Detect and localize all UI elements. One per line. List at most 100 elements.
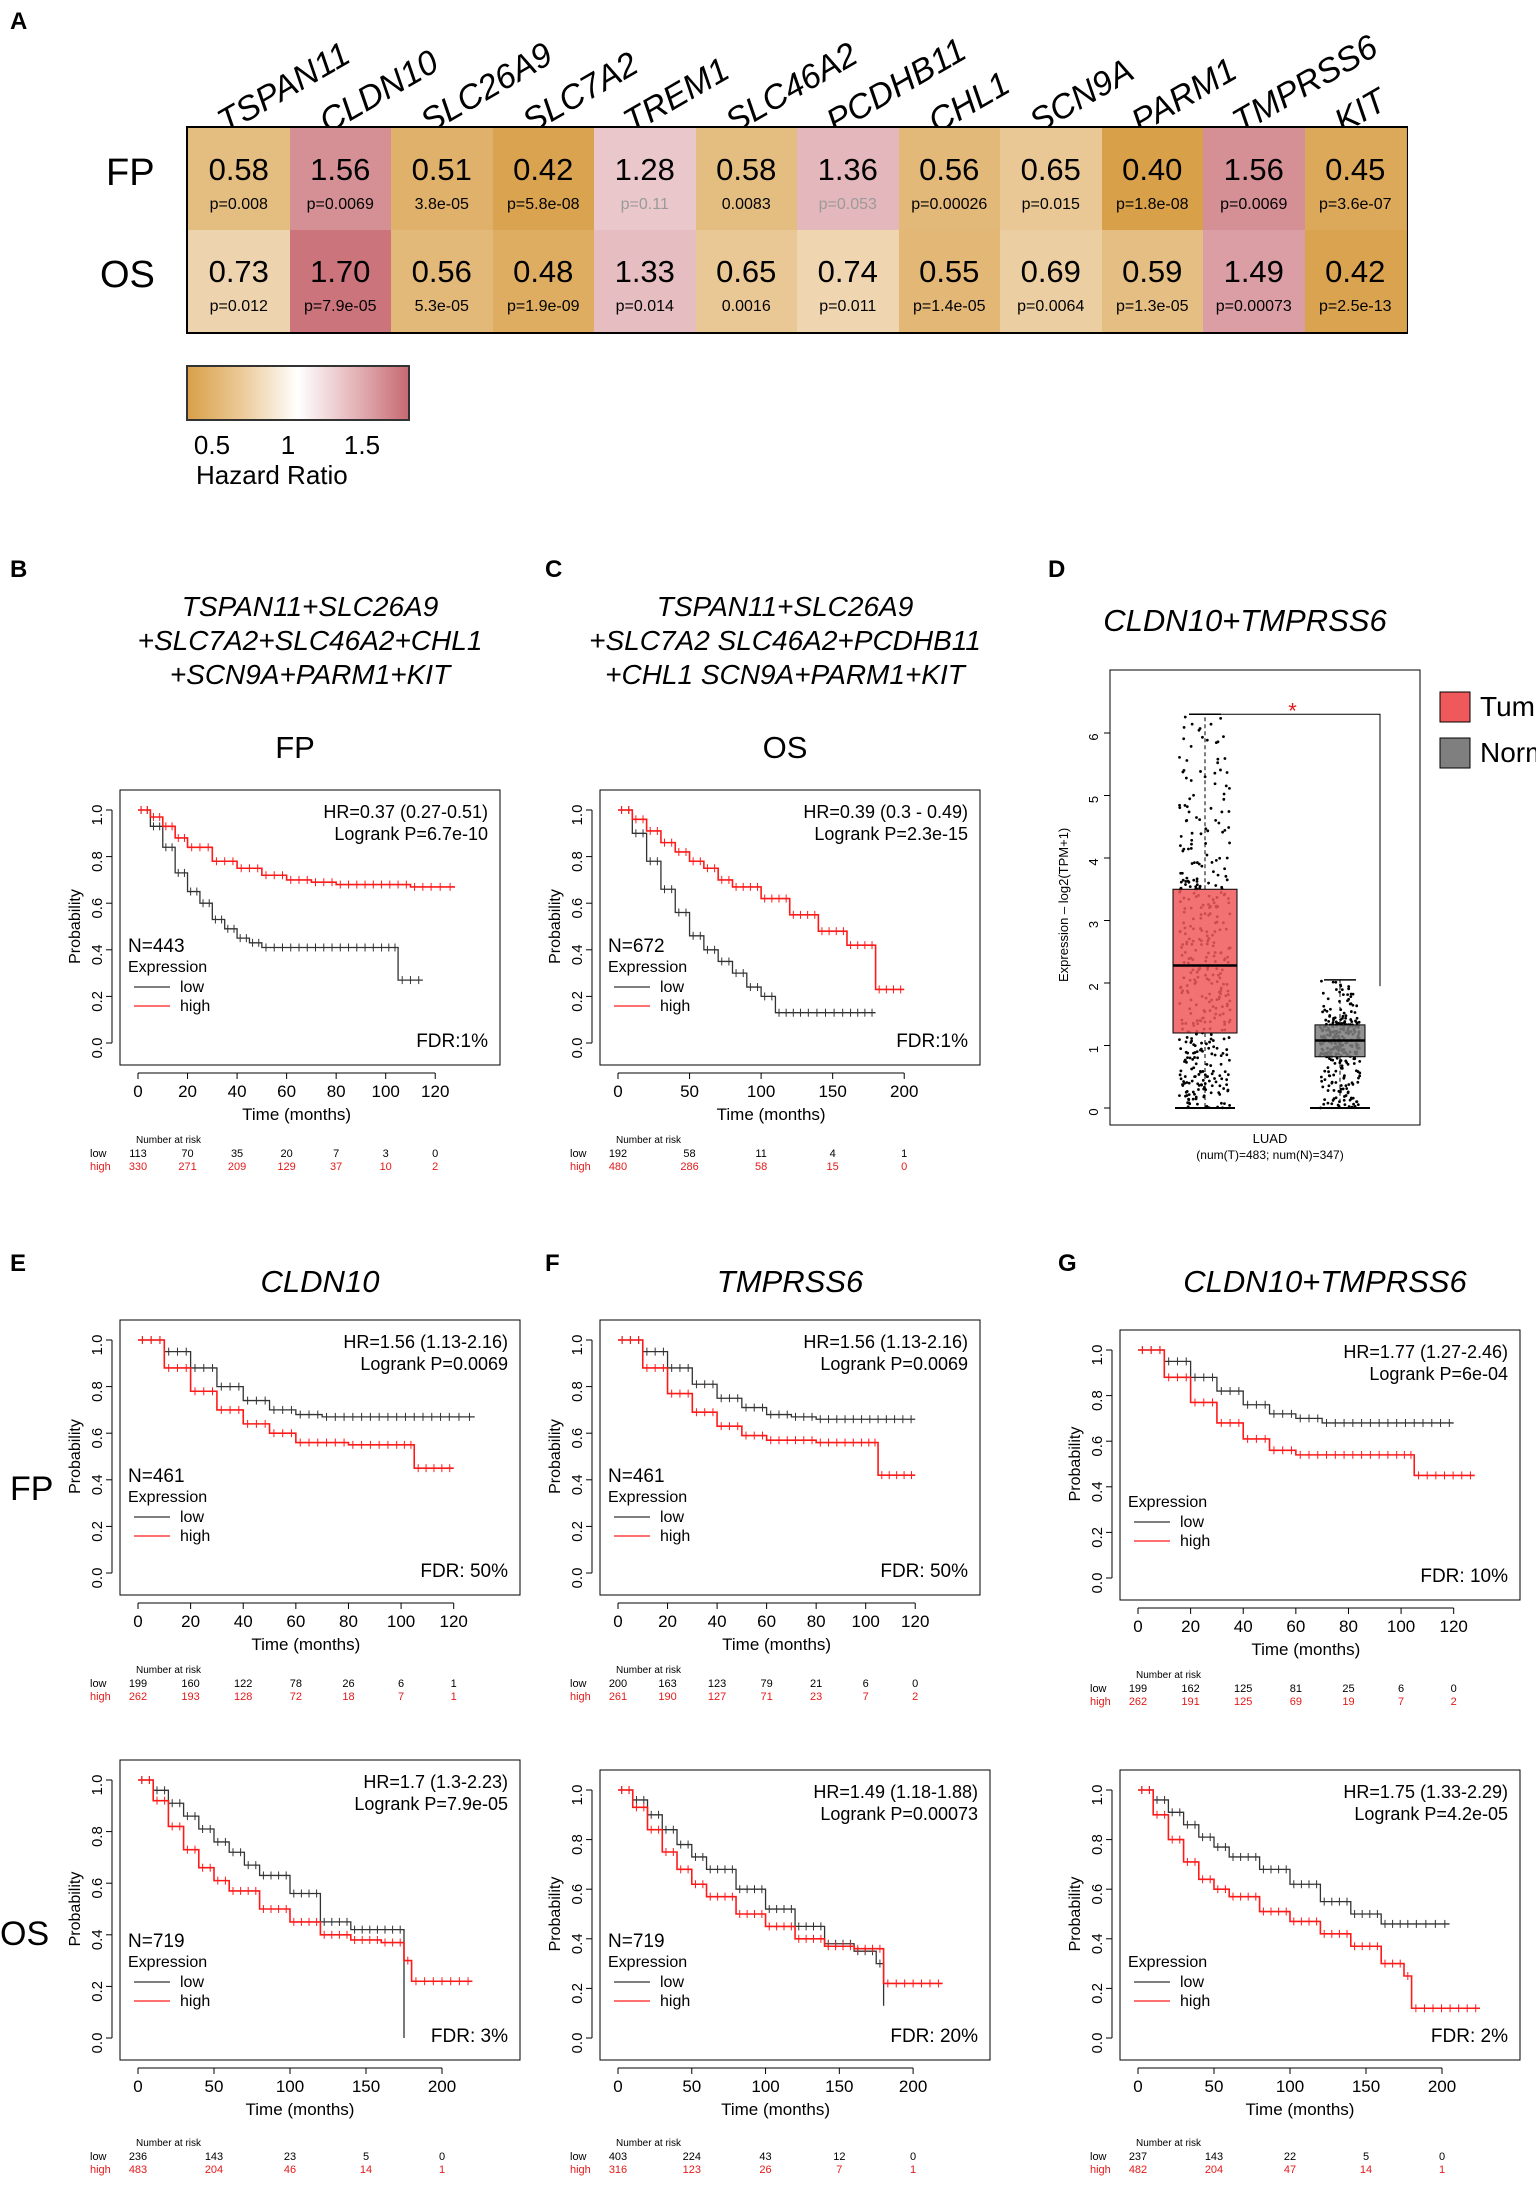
risk-high-value: 23 <box>810 1691 822 1703</box>
legend-label-low: low <box>660 1509 684 1526</box>
jitter-point <box>1342 1076 1346 1080</box>
y-tick-label: 0.4 <box>569 944 586 965</box>
jitter-point <box>1181 849 1185 853</box>
jitter-point <box>1349 995 1353 999</box>
n-text: N=719 <box>608 1931 665 1952</box>
panel-f-title: TMPRSS6 <box>716 1264 864 1299</box>
risk-high-value: 316 <box>609 2164 627 2176</box>
jitter-point <box>1201 1049 1204 1053</box>
jitter-point <box>1332 1073 1336 1077</box>
jitter-point <box>1220 1077 1224 1081</box>
jitter-point <box>1349 1010 1353 1013</box>
y-tick-label: 0.4 <box>1089 1481 1106 1502</box>
x-tick-label: 50 <box>1205 2077 1224 2096</box>
jitter-point <box>1192 793 1195 797</box>
jitter-point <box>1347 985 1351 988</box>
jitter-point <box>1178 806 1182 810</box>
jitter-point <box>1225 1078 1229 1082</box>
jitter-point <box>1209 1037 1213 1041</box>
legend-label-high: high <box>1180 1993 1210 2010</box>
legend-title: Expression <box>608 1489 687 1506</box>
risk-low-value: 79 <box>760 1678 772 1690</box>
jitter-point <box>1340 1022 1344 1025</box>
heatmap-hr-value: 0.56 <box>919 152 980 187</box>
risk-low-value: 0 <box>910 2151 916 2163</box>
y-tick-label: 0.8 <box>1089 1390 1106 1411</box>
jitter-point <box>1208 1040 1211 1044</box>
jitter-point <box>1192 1051 1195 1055</box>
heatmap-p-value: p=0.0069 <box>1220 196 1288 213</box>
hazard-ratio-heatmap: TSPAN11 CLDN10 SLC26A9 SLC7A2 TREM1 SLC46A2 PC… <box>0 0 1536 490</box>
y-axis-label: Expression – log2(TPM+1) <box>1056 828 1071 982</box>
logrank-text: Logrank P=0.0069 <box>820 1354 968 1374</box>
risk-row-label-low: low <box>570 2151 587 2163</box>
jitter-point <box>1342 1011 1346 1015</box>
panel-e-title: CLDN10 <box>260 1264 380 1299</box>
heatmap-p-value: p=0.053 <box>818 196 877 213</box>
x-tick-label: 60 <box>757 1612 776 1631</box>
jitter-point <box>1196 1056 1199 1060</box>
heatmap-p-value: 0.0016 <box>721 298 771 315</box>
legend-label-high: high <box>180 998 210 1015</box>
panel-letter-f: F <box>545 1250 560 1277</box>
jitter-point <box>1187 1093 1191 1097</box>
jitter-point <box>1189 744 1193 748</box>
risk-high-value: 193 <box>181 1691 199 1703</box>
km-plot-g-fp: 0.0 0.2 0.4 0.6 0.8 1.0 Probability 0 20 40 60 80 10… <box>1040 1305 1536 1708</box>
jitter-point <box>1344 1016 1348 1020</box>
jitter-point <box>1334 980 1338 984</box>
risk-row-label-low: low <box>90 1148 107 1160</box>
jitter-point <box>1190 862 1194 865</box>
legend-label-high: high <box>660 1528 690 1545</box>
jitter-point <box>1182 737 1186 741</box>
plot-frame <box>599 789 981 1066</box>
jitter-point <box>1355 1016 1359 1020</box>
jitter-point <box>1341 1016 1344 1020</box>
heatmap-p-value: 3.8e-05 <box>414 196 469 213</box>
risk-low-value: 26 <box>342 1678 354 1690</box>
heatmap-hr-value: 0.65 <box>1020 152 1081 187</box>
risk-low-value: 12 <box>833 2151 845 2163</box>
legend-label-high: high <box>180 1528 210 1545</box>
jitter-point <box>1205 853 1209 857</box>
x-tick-label: 200 <box>428 2077 456 2096</box>
risk-low-value: 58 <box>683 1148 695 1160</box>
x-tick-label: 40 <box>1234 1617 1253 1636</box>
jitter-point <box>1197 862 1201 866</box>
heatmap-hr-value: 1.56 <box>1223 152 1284 187</box>
risk-low-value: 162 <box>1181 1683 1199 1695</box>
heatmap-hr-value: 0.55 <box>919 254 980 289</box>
x-tick-label: 100 <box>747 1082 775 1101</box>
km-curve-low <box>138 1779 405 2038</box>
panel-letter-a: A <box>10 8 28 35</box>
y-tick-label: 0.4 <box>89 944 106 965</box>
box-tumour <box>1172 888 1238 1034</box>
logrank-text: Logrank P=6e-04 <box>1369 1364 1508 1384</box>
jitter-point <box>1183 1075 1187 1078</box>
legend-title: Expression <box>608 959 687 976</box>
km-svg: 0.0 0.2 0.4 0.6 0.8 1.0 Probability 0 20 40 60 80 10… <box>67 1319 521 1703</box>
jitter-point <box>1344 1084 1348 1087</box>
risk-low-value: 81 <box>1290 1683 1302 1695</box>
x-tick-label: 100 <box>387 1612 415 1631</box>
risk-high-value: 19 <box>1342 1696 1354 1708</box>
heatmap-hr-value: 1.33 <box>614 254 675 289</box>
y-tick-label: 0.2 <box>569 1983 586 2004</box>
risk-high-value: 482 <box>1129 2164 1147 2176</box>
risk-high-value: 10 <box>380 1161 392 1173</box>
jitter-point <box>1193 1075 1197 1078</box>
heatmap-cell: 1.56 p=0.0069 <box>1203 128 1306 230</box>
jitter-point <box>1195 883 1199 887</box>
x-tick-label: 20 <box>658 1612 677 1631</box>
jitter-point <box>1191 1090 1195 1094</box>
y-tick-label: 0.0 <box>569 1038 586 1059</box>
jitter-point <box>1190 1039 1194 1043</box>
x-tick-label: 20 <box>178 1082 197 1101</box>
jitter-point <box>1190 838 1194 842</box>
jitter-point <box>1328 1074 1332 1078</box>
x-tick-label: 0 <box>613 1082 622 1101</box>
heatmap-cell: 0.65 p=0.015 <box>1000 128 1103 230</box>
jitter-point <box>1194 885 1198 889</box>
jitter-point <box>1221 830 1224 834</box>
